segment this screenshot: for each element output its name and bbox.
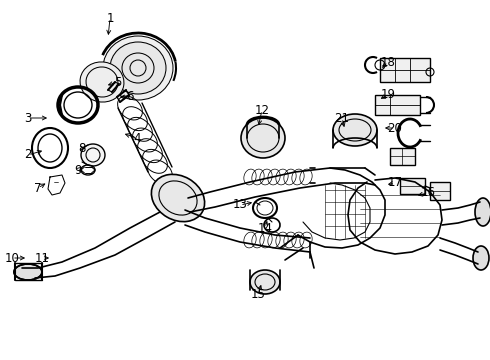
Text: 15: 15 <box>250 288 266 302</box>
Text: 8: 8 <box>78 141 86 154</box>
Text: 2: 2 <box>24 148 32 162</box>
Polygon shape <box>390 148 415 165</box>
Ellipse shape <box>250 270 280 294</box>
Ellipse shape <box>110 42 166 94</box>
Polygon shape <box>400 178 425 194</box>
Ellipse shape <box>473 246 489 270</box>
Ellipse shape <box>475 198 490 226</box>
Ellipse shape <box>80 62 124 102</box>
Text: 18: 18 <box>381 55 395 68</box>
Ellipse shape <box>81 144 105 166</box>
Text: 11: 11 <box>34 252 49 265</box>
Text: 19: 19 <box>381 89 395 102</box>
Text: 3: 3 <box>24 112 32 125</box>
Ellipse shape <box>14 264 42 280</box>
Text: 16: 16 <box>420 186 436 199</box>
Text: 21: 21 <box>335 112 349 125</box>
Text: 17: 17 <box>388 176 402 189</box>
Ellipse shape <box>103 36 173 100</box>
Text: 20: 20 <box>388 122 402 135</box>
Ellipse shape <box>333 114 377 146</box>
Ellipse shape <box>151 174 205 222</box>
Ellipse shape <box>241 118 285 158</box>
Text: 12: 12 <box>254 104 270 117</box>
Text: 5: 5 <box>114 76 122 89</box>
Text: 1: 1 <box>106 12 114 24</box>
Text: 4: 4 <box>133 131 141 144</box>
Polygon shape <box>380 58 430 82</box>
Text: 6: 6 <box>126 90 134 104</box>
Text: 13: 13 <box>233 198 247 211</box>
Text: 7: 7 <box>34 181 42 194</box>
Text: 14: 14 <box>258 221 272 234</box>
Text: 10: 10 <box>4 252 20 265</box>
Polygon shape <box>430 182 450 200</box>
Text: 9: 9 <box>74 163 82 176</box>
Polygon shape <box>375 95 420 115</box>
